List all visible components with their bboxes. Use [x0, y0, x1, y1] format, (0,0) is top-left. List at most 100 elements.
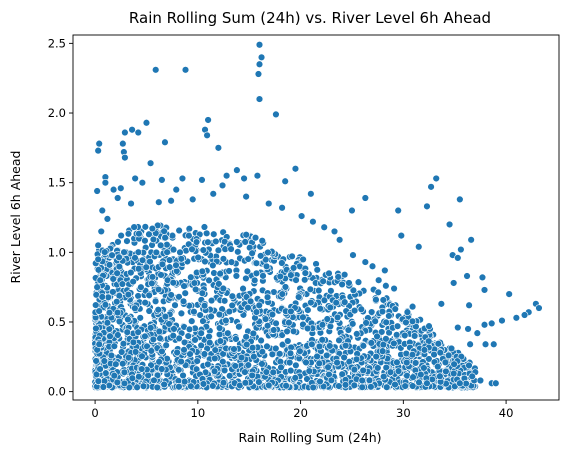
data-point	[315, 359, 323, 368]
data-point	[249, 329, 258, 338]
data-point	[335, 336, 343, 344]
data-point	[277, 363, 285, 372]
data-point	[234, 248, 242, 256]
data-point	[255, 41, 264, 49]
data-point	[94, 146, 102, 155]
data-point	[464, 325, 472, 333]
data-point	[163, 240, 171, 249]
data-point	[296, 347, 304, 355]
data-point	[262, 262, 271, 271]
data-point	[371, 317, 379, 325]
data-point	[177, 255, 186, 263]
axis-ticks: 0 10 20 30 40 0.0 0.5 1.0 1.5 2.0 2.5	[48, 36, 514, 420]
data-point	[169, 331, 177, 340]
data-point	[473, 329, 482, 337]
data-point	[96, 365, 104, 373]
data-point	[425, 322, 433, 330]
data-point	[218, 181, 227, 190]
data-point	[141, 332, 149, 340]
data-point	[160, 380, 168, 389]
data-point	[101, 248, 109, 256]
data-point	[326, 342, 334, 350]
data-point	[401, 382, 409, 390]
data-point	[436, 348, 445, 357]
data-point	[158, 260, 167, 269]
data-point	[196, 311, 204, 319]
data-point	[242, 274, 250, 283]
x-tick-label: 40	[499, 406, 514, 420]
data-point	[219, 255, 228, 263]
data-point	[361, 258, 370, 266]
data-point	[197, 329, 205, 337]
x-tick-label: 0	[91, 406, 98, 420]
data-point	[133, 383, 141, 391]
data-point	[255, 60, 264, 68]
data-point	[285, 358, 294, 367]
data-point	[367, 339, 376, 347]
x-tick-label: 30	[396, 406, 411, 420]
data-point	[257, 252, 265, 260]
data-point	[121, 153, 129, 162]
data-point	[110, 342, 119, 350]
data-point	[287, 366, 295, 375]
data-point	[303, 375, 311, 383]
data-point	[113, 308, 122, 317]
data-point	[265, 199, 273, 208]
data-point	[211, 354, 219, 363]
data-point	[276, 272, 284, 281]
data-point	[137, 283, 145, 291]
data-point	[93, 187, 101, 195]
data-point	[173, 348, 181, 357]
data-point	[130, 223, 138, 231]
data-point	[118, 280, 127, 288]
data-point	[202, 229, 211, 238]
data-point	[152, 248, 161, 257]
data-point	[378, 328, 386, 336]
data-point	[383, 383, 391, 391]
data-point	[374, 288, 382, 296]
data-point	[134, 128, 142, 137]
data-point	[198, 289, 207, 297]
data-point	[444, 351, 453, 360]
data-point	[232, 335, 240, 343]
data-point	[361, 194, 370, 202]
data-point	[153, 371, 162, 380]
data-point	[233, 238, 241, 246]
data-point	[357, 305, 366, 313]
data-point	[358, 383, 366, 391]
data-point	[200, 223, 209, 231]
data-point	[177, 357, 185, 366]
data-point	[287, 307, 295, 316]
data-point	[476, 376, 485, 385]
data-point	[113, 269, 121, 277]
data-point	[262, 255, 270, 264]
data-point	[315, 342, 324, 351]
data-point	[178, 174, 187, 183]
data-point	[468, 372, 476, 381]
data-point	[334, 273, 342, 281]
data-point	[222, 172, 231, 180]
data-point	[163, 355, 171, 363]
data-point	[348, 206, 356, 215]
data-point	[134, 328, 142, 336]
data-point	[349, 251, 357, 259]
data-point	[113, 378, 122, 387]
data-point	[423, 379, 431, 387]
data-point	[158, 176, 166, 184]
data-point	[291, 374, 299, 382]
data-point	[445, 220, 454, 229]
data-point	[498, 316, 506, 325]
data-point	[128, 374, 137, 382]
data-point	[319, 277, 327, 285]
data-point	[480, 286, 489, 294]
data-point	[335, 382, 343, 390]
data-point	[278, 259, 286, 267]
data-point	[135, 372, 143, 381]
data-point	[109, 288, 117, 296]
data-point	[103, 215, 112, 223]
data-point	[403, 358, 411, 367]
data-point	[175, 383, 183, 391]
y-tick-label: 1.0	[48, 245, 66, 259]
data-point	[253, 172, 262, 180]
